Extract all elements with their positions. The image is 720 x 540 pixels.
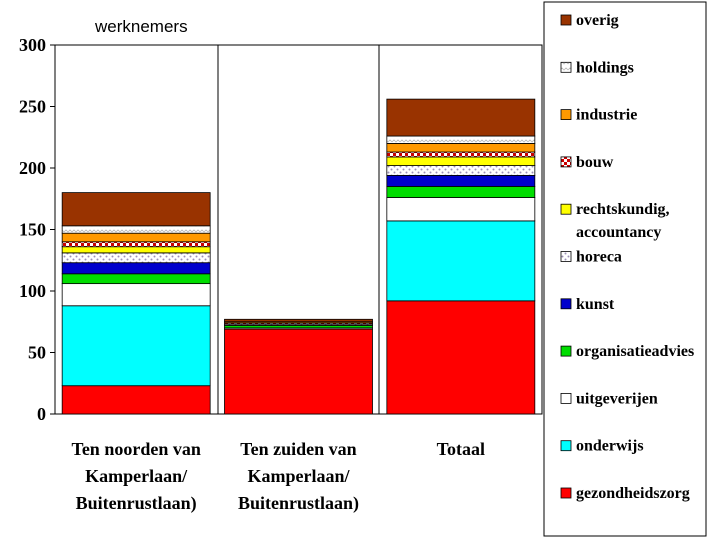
legend-swatch bbox=[560, 487, 572, 499]
y-tick-label: 300 bbox=[19, 35, 46, 55]
bar-segment-bouw bbox=[61, 241, 211, 248]
bar-segment-horeca bbox=[61, 252, 211, 264]
legend-label: overig bbox=[576, 12, 619, 29]
legend-label: organisatieadvies bbox=[576, 343, 694, 360]
legend-swatch bbox=[560, 251, 572, 262]
bar-segment-holdings bbox=[386, 135, 536, 144]
legend-swatch bbox=[560, 392, 572, 404]
legend: overig holdings industrie bouw rechtskundig,… bbox=[543, 1, 707, 537]
legend-item: gezondheidszorg bbox=[560, 485, 690, 502]
legend-swatch bbox=[560, 156, 572, 168]
legend-swatch bbox=[560, 298, 572, 310]
bar-segment-rechtskundig bbox=[61, 246, 211, 254]
legend-swatch bbox=[560, 203, 572, 215]
y-tick-label: 200 bbox=[19, 158, 46, 178]
x-axis-labels: Ten noorden van Kamperlaan/Buitenrustlaan… bbox=[71, 439, 485, 514]
bar-segment-horeca bbox=[386, 165, 536, 176]
legend-item: organisatieadvies bbox=[560, 343, 694, 360]
legend-item: holdings bbox=[560, 59, 634, 76]
bar-segment-gezondheidszorg bbox=[224, 328, 373, 415]
x-category-label: Ten zuiden van Kamperlaan/Buitenrustlaan) bbox=[238, 439, 359, 514]
legend-item: industrie bbox=[560, 107, 637, 124]
bar-segment-kunst bbox=[386, 174, 536, 187]
unit-label: werknemers bbox=[94, 17, 188, 36]
bar-segment-gezondheidszorg bbox=[386, 300, 536, 415]
bar-segment-organisatieadvies bbox=[386, 186, 536, 198]
legend-label: industrie bbox=[576, 107, 637, 124]
legend-label: rechtskundig, accountancy bbox=[576, 201, 670, 241]
legend-label: onderwijs bbox=[576, 438, 644, 455]
legend-item: kunst bbox=[560, 296, 615, 313]
bar-segment-overig bbox=[224, 318, 373, 323]
bar-segment-rechtskundig bbox=[386, 156, 536, 166]
y-tick-label: 100 bbox=[19, 281, 46, 301]
bar-segment-onderwijs bbox=[386, 220, 536, 302]
bar-segment-uitgeverijen bbox=[386, 197, 536, 222]
bar-segment-kunst bbox=[61, 262, 211, 275]
bar-segment-industrie bbox=[386, 142, 536, 153]
legend-item: overig bbox=[560, 12, 619, 29]
legend-box bbox=[543, 1, 707, 537]
x-category-label: Totaal bbox=[437, 439, 485, 459]
bar-segment-overig bbox=[386, 98, 536, 137]
x-category-label: Ten noorden van Kamperlaan/Buitenrustlaan… bbox=[71, 439, 200, 514]
y-tick-label: 150 bbox=[19, 220, 46, 240]
legend-item: bouw bbox=[560, 154, 614, 171]
legend-swatch bbox=[560, 109, 572, 120]
bar-segment-gezondheidszorg bbox=[61, 385, 211, 415]
legend-label: holdings bbox=[576, 59, 634, 76]
bar-segment-organisatieadvies bbox=[61, 273, 211, 285]
y-tick-label: 0 bbox=[37, 404, 46, 424]
legend-swatch bbox=[560, 14, 572, 26]
legend-label: gezondheidszorg bbox=[576, 485, 690, 502]
legend-label: horeca bbox=[576, 249, 622, 266]
legend-item: rechtskundig, accountancy bbox=[560, 201, 670, 241]
y-tick-label: 250 bbox=[19, 97, 46, 117]
bar-segment-industrie bbox=[61, 232, 211, 243]
legend-label: kunst bbox=[576, 296, 615, 313]
legend-swatch bbox=[560, 345, 572, 357]
y-axis: 0 50 100 150 200 250 300 bbox=[19, 35, 55, 424]
y-tick-label: 50 bbox=[28, 343, 46, 363]
legend-label: uitgeverijen bbox=[576, 390, 658, 407]
legend-swatch bbox=[560, 440, 572, 452]
bar-segment-holdings bbox=[61, 225, 211, 234]
legend-swatch bbox=[560, 61, 572, 73]
legend-item: uitgeverijen bbox=[560, 390, 658, 407]
bars-group bbox=[61, 98, 536, 415]
bar-segment-onderwijs bbox=[61, 305, 211, 387]
bar-segment-uitgeverijen bbox=[61, 283, 211, 307]
bar-segment-bouw bbox=[386, 151, 536, 158]
legend-label: bouw bbox=[576, 154, 614, 171]
bar-segment-overig bbox=[61, 192, 211, 227]
legend-item: onderwijs bbox=[560, 438, 644, 455]
legend-item: horeca bbox=[560, 249, 622, 266]
